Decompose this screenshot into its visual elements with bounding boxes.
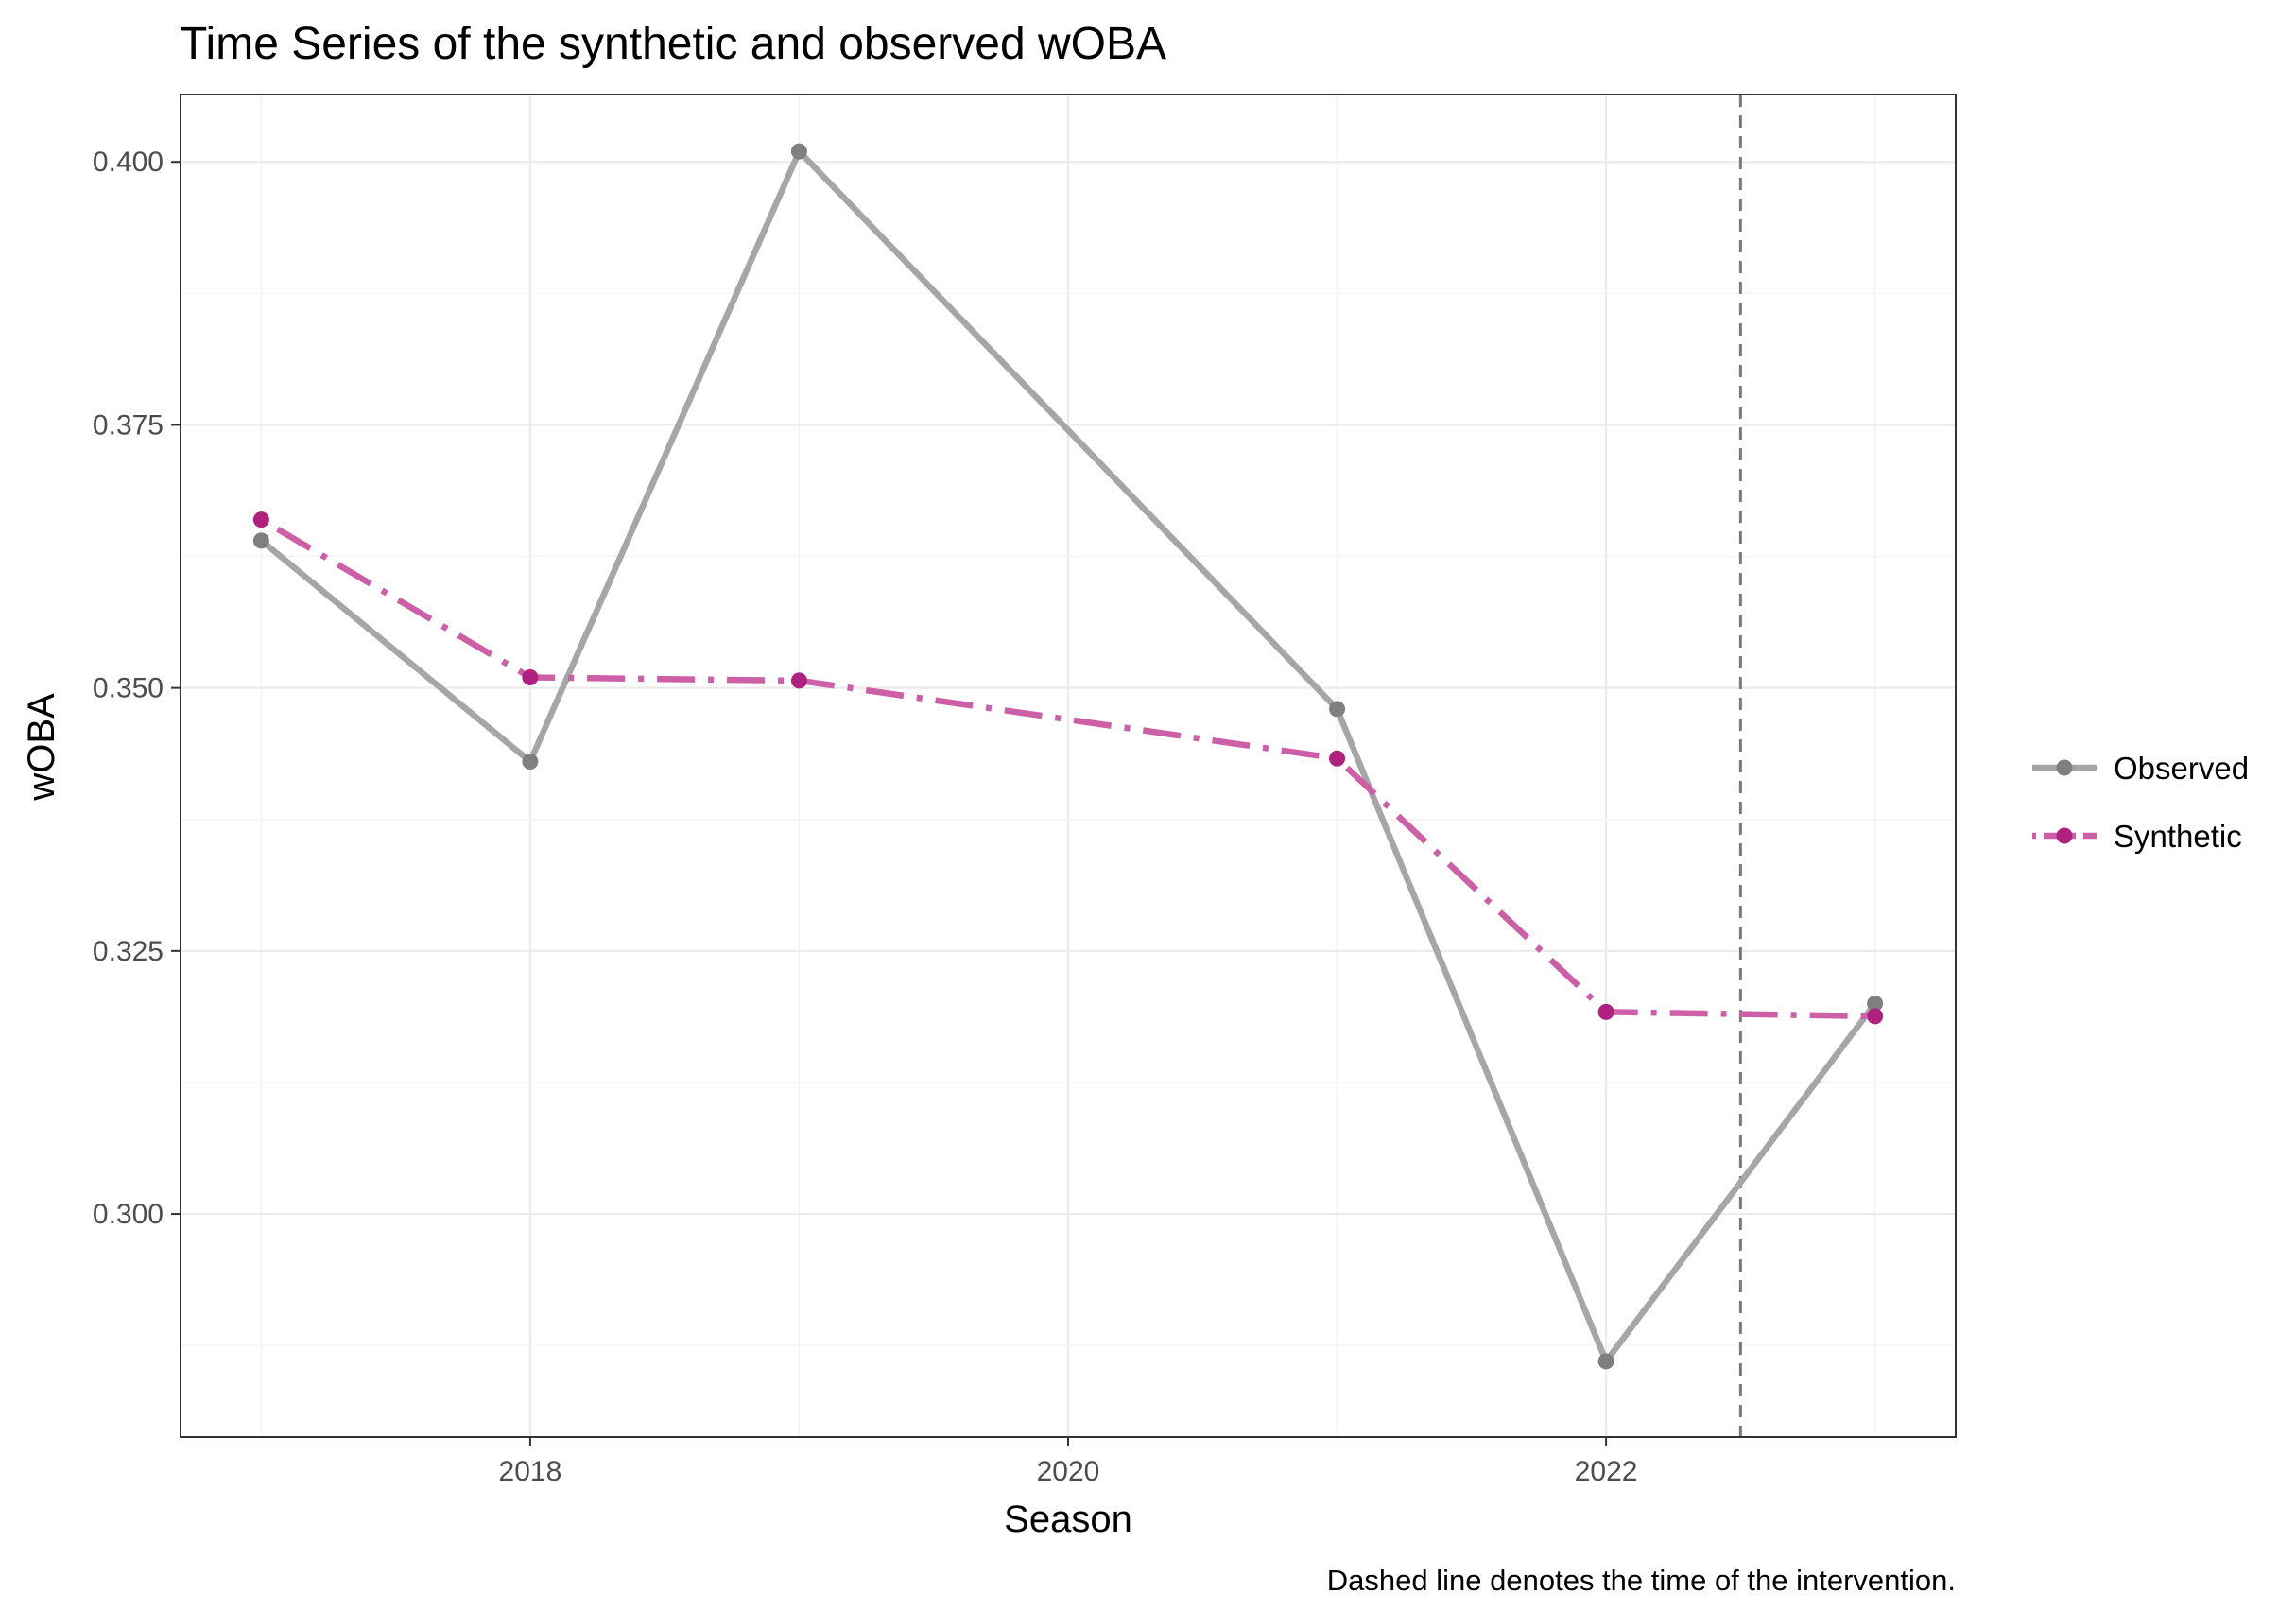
y-axis-title: wOBA: [21, 693, 62, 802]
x-tick-label: 2018: [499, 1456, 562, 1487]
data-point-synthetic: [252, 511, 269, 528]
data-point-synthetic: [1867, 1008, 1884, 1025]
data-point-observed: [1329, 701, 1346, 718]
series-line-observed: [259, 147, 1878, 1365]
legend-key-point-synthetic: [2056, 827, 2073, 844]
data-point-synthetic: [1597, 1003, 1614, 1020]
legend-key-point-observed: [2056, 759, 2073, 776]
y-tick-label: 0.300: [93, 1199, 164, 1230]
data-point-observed: [1867, 996, 1884, 1013]
legend-label-synthetic: Synthetic: [2114, 819, 2242, 854]
chart-title: Time Series of the synthetic and observe…: [180, 19, 1166, 69]
y-tick-label: 0.325: [93, 936, 164, 967]
y-tick-label: 0.350: [93, 673, 164, 704]
legend-label-observed: Observed: [2114, 751, 2249, 786]
y-tick-label: 0.375: [93, 409, 164, 441]
data-point-observed: [1597, 1353, 1614, 1370]
series-line-synthetic: [259, 516, 1875, 1020]
grid-layer: [181, 95, 1956, 1437]
x-tick-label: 2020: [1037, 1456, 1100, 1487]
data-point-synthetic: [1329, 750, 1346, 767]
data-point-synthetic: [790, 672, 807, 689]
legend: Observed Synthetic: [2032, 751, 2249, 854]
series-layer: [252, 143, 1884, 1370]
x-axis-title: Season: [1004, 1498, 1132, 1540]
axis-layer: 2018 2020 2022 0.300 0.325 0.350 0.375 0.400: [93, 147, 1638, 1487]
data-point-observed: [522, 754, 539, 771]
x-tick-label: 2022: [1575, 1456, 1638, 1487]
data-point-observed: [252, 532, 269, 549]
data-point-synthetic: [522, 669, 539, 686]
caption: Dashed line denotes the time of the inte…: [1327, 1564, 1956, 1597]
data-point-observed: [790, 143, 807, 160]
y-tick-label: 0.400: [93, 147, 164, 178]
